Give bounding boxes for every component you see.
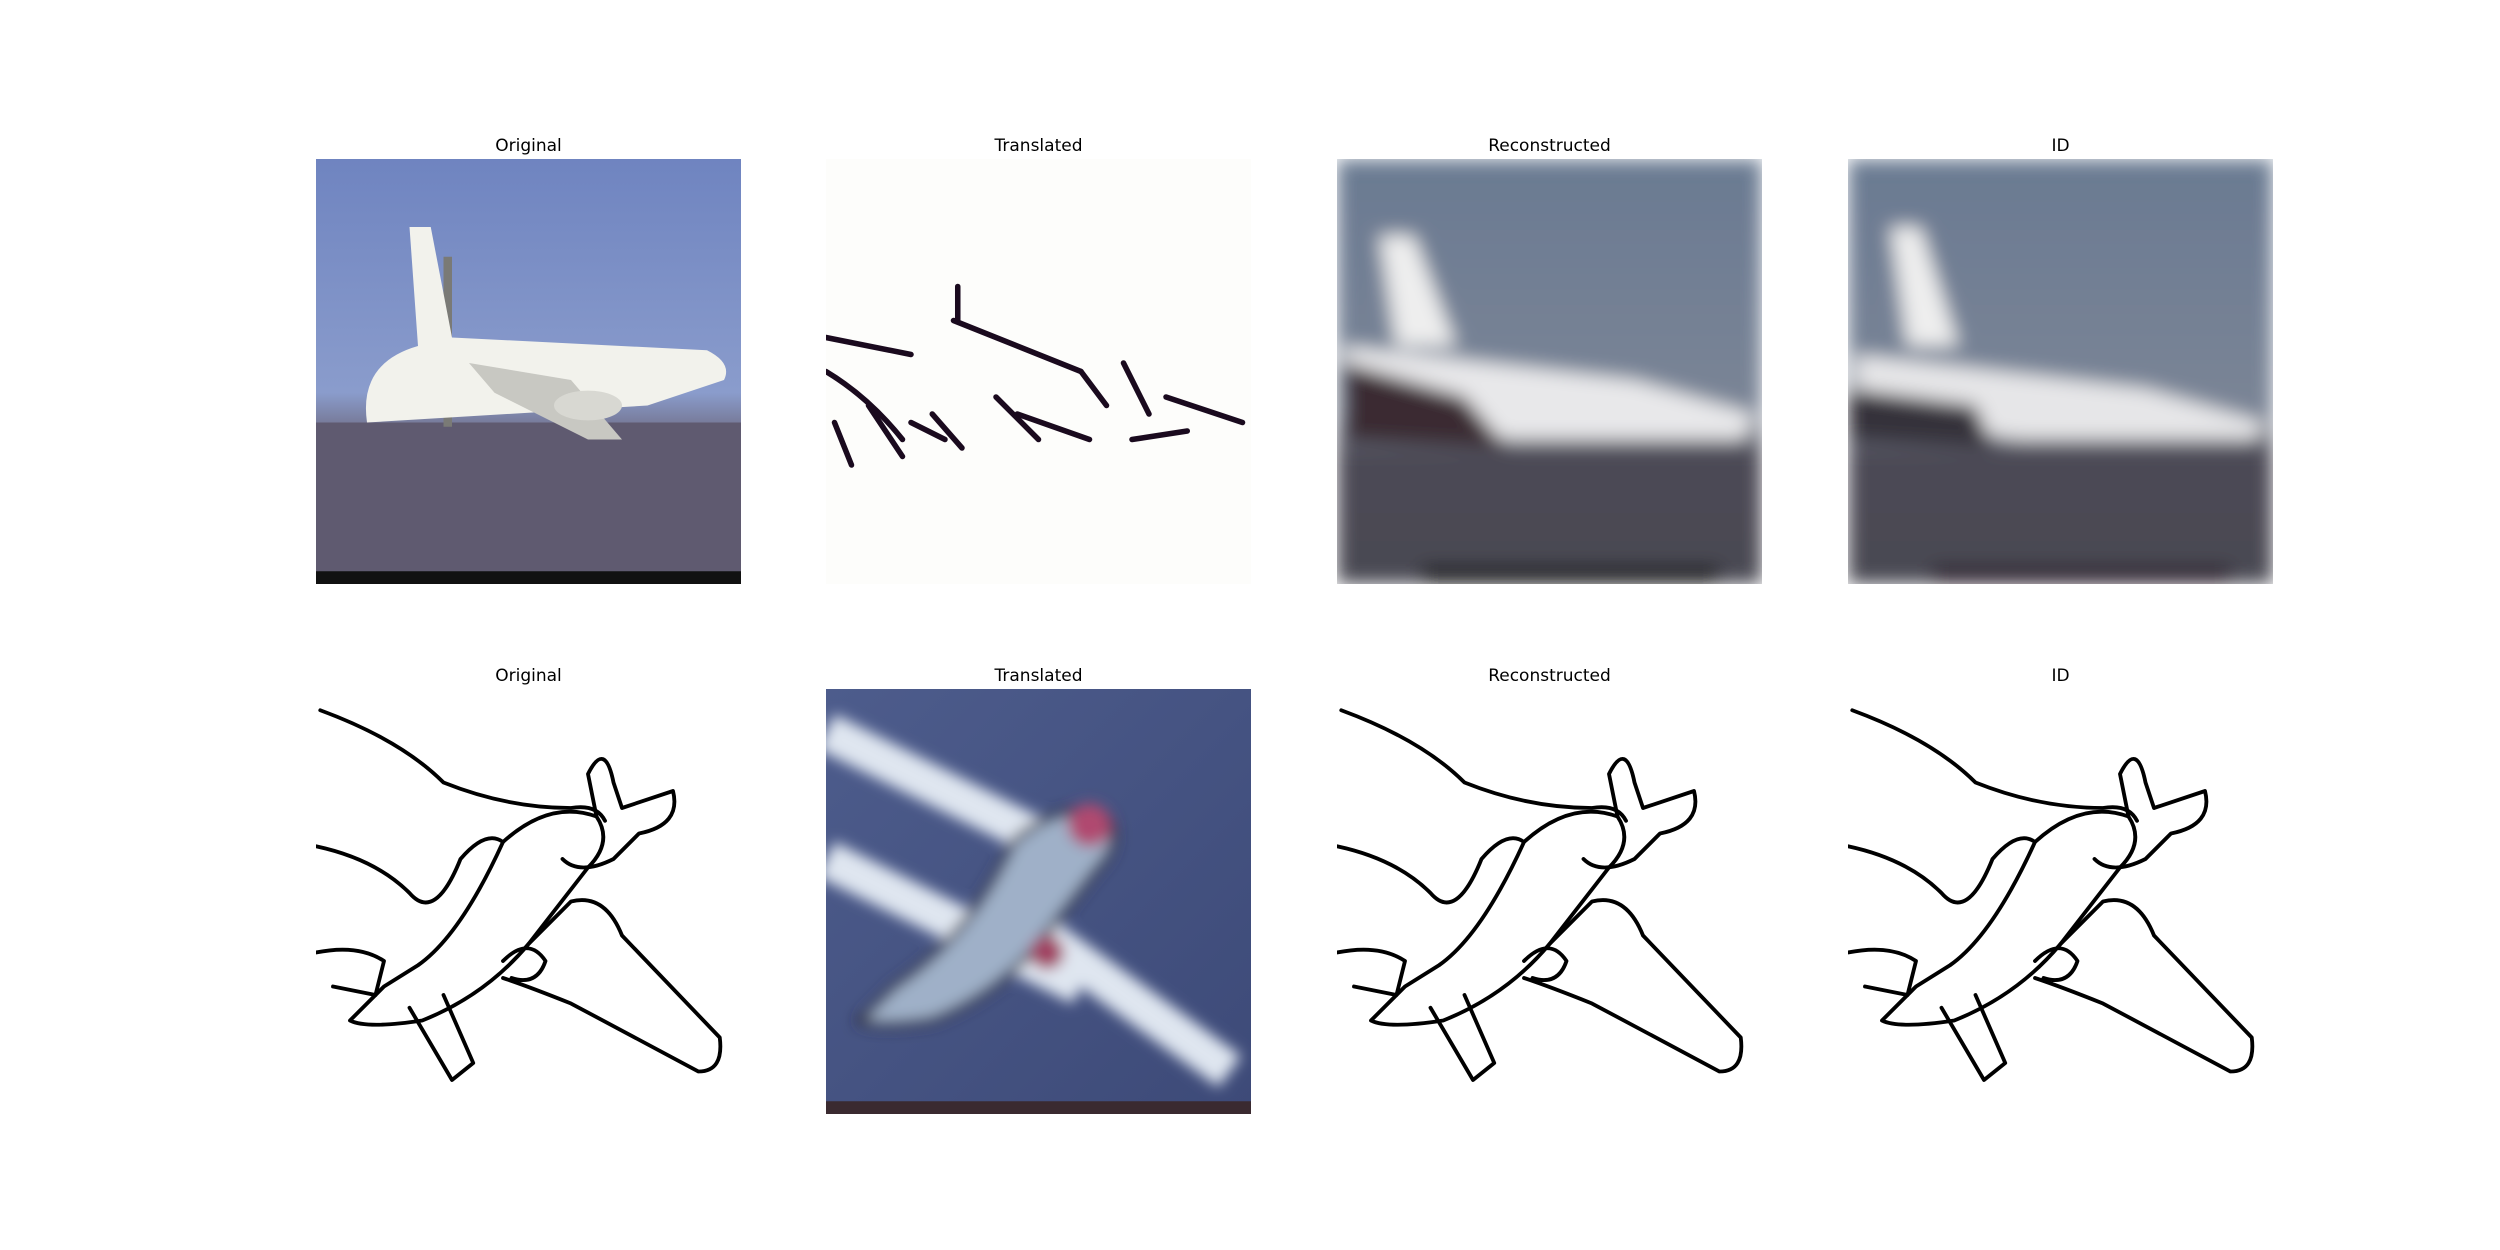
panel-image — [1848, 159, 2273, 584]
strokes — [826, 283, 1246, 468]
image-content — [1848, 708, 2255, 1082]
panel-title: ID — [2051, 666, 2069, 686]
panel-image — [826, 159, 1251, 584]
stroke — [831, 419, 855, 468]
stroke — [1163, 394, 1246, 426]
panel-image — [1337, 708, 1744, 1082]
panel-title: Original — [495, 666, 562, 686]
panel-title: ID — [2051, 136, 2069, 156]
blurred — [1848, 159, 2273, 584]
stroke — [929, 411, 965, 451]
image-content — [316, 159, 741, 584]
dark — [1345, 363, 1507, 448]
image-content — [316, 708, 723, 1082]
stroke — [826, 334, 914, 358]
panel-title: Original — [495, 136, 562, 156]
blurred — [826, 714, 1241, 1087]
panel-title: Translated — [994, 136, 1083, 156]
bottom — [1422, 567, 1720, 584]
stroke — [1078, 368, 1110, 409]
stroke — [1120, 360, 1152, 417]
panel-image — [1848, 708, 2255, 1082]
tail — [1379, 235, 1456, 346]
panel-image — [316, 159, 741, 584]
stroke — [1129, 428, 1191, 443]
stroke — [993, 394, 1042, 443]
panel-image — [316, 708, 723, 1082]
panel-image — [826, 689, 1251, 1114]
stroke — [865, 402, 906, 460]
dark — [1848, 388, 1993, 448]
panel-title: Translated — [994, 666, 1083, 686]
tail — [1890, 227, 1959, 346]
image-content — [1337, 708, 1744, 1082]
blurred — [1337, 159, 1762, 584]
spot — [1030, 935, 1064, 970]
stroke — [950, 317, 1084, 375]
image-bg — [826, 159, 1251, 584]
panel-title: Reconstructed — [1488, 666, 1611, 686]
stroke — [908, 419, 948, 443]
spot — [1068, 803, 1111, 847]
panel-image — [1337, 159, 1762, 584]
bottom — [826, 1101, 1251, 1114]
panel-title: Reconstructed — [1488, 136, 1611, 156]
stroke — [826, 368, 906, 443]
bottom — [1933, 567, 2231, 584]
stroke — [1014, 411, 1093, 443]
